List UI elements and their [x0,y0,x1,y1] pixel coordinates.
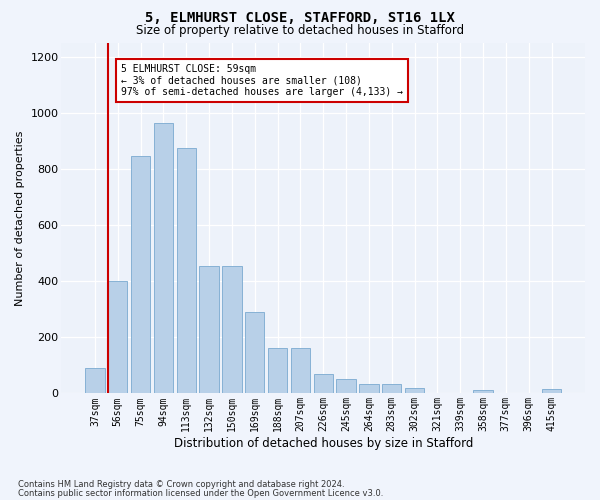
Bar [314,374,333,394]
Bar [176,148,196,394]
Bar [268,348,287,394]
Bar [382,384,401,394]
X-axis label: Distribution of detached houses by size in Stafford: Distribution of detached houses by size … [173,437,473,450]
Bar [108,281,127,394]
Bar [337,380,356,394]
Bar [291,348,310,394]
Text: Contains HM Land Registry data © Crown copyright and database right 2024.: Contains HM Land Registry data © Crown c… [18,480,344,489]
Bar [199,266,219,394]
Bar [473,390,493,394]
Text: 5, ELMHURST CLOSE, STAFFORD, ST16 1LX: 5, ELMHURST CLOSE, STAFFORD, ST16 1LX [145,11,455,25]
Bar [85,368,104,394]
Bar [245,312,265,394]
Text: Size of property relative to detached houses in Stafford: Size of property relative to detached ho… [136,24,464,37]
Bar [131,156,151,394]
Bar [405,388,424,394]
Bar [542,389,561,394]
Bar [222,266,242,394]
Text: Contains public sector information licensed under the Open Government Licence v3: Contains public sector information licen… [18,488,383,498]
Bar [154,122,173,394]
Y-axis label: Number of detached properties: Number of detached properties [15,130,25,306]
Text: 5 ELMHURST CLOSE: 59sqm
← 3% of detached houses are smaller (108)
97% of semi-de: 5 ELMHURST CLOSE: 59sqm ← 3% of detached… [121,64,403,97]
Bar [359,384,379,394]
